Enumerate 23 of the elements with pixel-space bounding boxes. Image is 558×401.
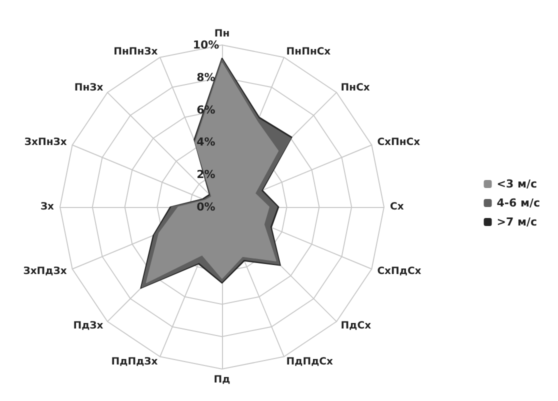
y-tick-label: 0% (196, 200, 216, 214)
y-tick-label: 8% (196, 70, 216, 84)
spoke-label: ЗхПнЗх (24, 137, 68, 148)
spoke-label: Сх (390, 202, 404, 212)
spoke-label: ПдПдСх (286, 356, 334, 368)
legend-label: <3 м/с (496, 178, 537, 190)
spoke-label: СхПнСх (377, 137, 421, 148)
y-tick-label: 4% (196, 136, 216, 149)
spoke-label: ЗхПдЗх (23, 266, 68, 277)
spoke-label: Пд (214, 374, 230, 386)
spoke-label: ПнСх (340, 82, 370, 94)
spoke-label: ПнПнЗх (114, 46, 158, 58)
spoke-label: Зх (40, 202, 55, 212)
spoke-label: ПдПдЗх (111, 356, 158, 368)
spoke-label: СхПдСх (377, 266, 422, 277)
spoke-label: ПдЗх (73, 320, 104, 332)
y-tick-label: 10% (192, 38, 220, 52)
spoke-label: ПдСх (340, 320, 372, 332)
spoke-label: ПнПнСх (286, 46, 332, 58)
legend-label: 4-6 м/с (496, 196, 540, 210)
spoke-label: Пн (214, 28, 230, 40)
spoke-label: ПнЗх (74, 82, 104, 94)
legend-label: >7 м/с (496, 216, 537, 228)
